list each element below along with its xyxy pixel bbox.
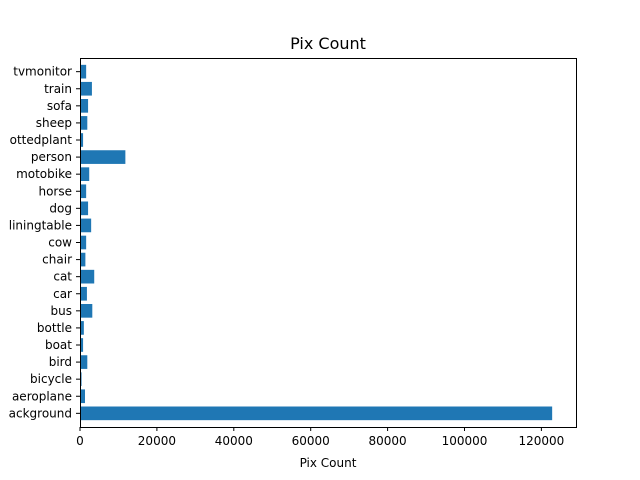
y-tick-label-train: train [44,82,72,96]
y-tick-label-diningtable: liningtable [9,218,72,232]
y-tick-label-bird: bird [49,355,72,369]
bars-group [80,64,553,421]
bar-bird [80,355,88,369]
y-tick-label-bicycle: bicycle [30,372,72,386]
x-tick-label-120000: 120000 [518,434,564,448]
chart-title: Pix Count [290,34,366,53]
x-tick-label-100000: 100000 [442,434,488,448]
bar-pottedplant [80,133,84,147]
y-tick-label-person: person [31,150,72,164]
bar-bottle [80,321,84,335]
y-tick-label-sheep: sheep [36,116,72,130]
y-tick-label-background: ackground [9,406,72,420]
x-tick-label-20000: 20000 [138,434,176,448]
x-tick-label-0: 0 [76,434,84,448]
y-tick-label-horse: horse [38,184,72,198]
bar-cat [80,269,95,284]
x-tick-label-60000: 60000 [292,434,330,448]
y-tick-label-sofa: sofa [47,99,72,113]
x-axis-label: Pix Count [300,456,357,470]
y-tick-label-motobike: motobike [16,167,72,181]
x-tick-label-80000: 80000 [369,434,407,448]
bar-tvmonitor [80,64,87,79]
bar-boat [80,338,84,352]
bar-background [80,406,553,421]
bar-sheep [80,116,88,130]
y-tick-label-dog: dog [49,201,72,215]
x-axis-ticks: 0 20000 40000 60000 80000 100000 120000 [76,427,564,448]
bar-dog [80,201,89,216]
bar-chair [80,252,86,267]
bar-sofa [80,99,89,113]
bar-train [80,81,92,96]
y-tick-label-bus: bus [51,304,72,318]
x-tick-label-40000: 40000 [215,434,253,448]
y-tick-label-boat: boat [45,338,72,352]
bar-car [80,286,87,301]
bar-aeroplane [80,389,85,404]
y-tick-label-cat: cat [53,270,72,284]
bar-diningtable [80,218,92,233]
y-tick-label-chair: chair [42,253,72,267]
y-tick-label-car: car [53,287,72,301]
bar-person [80,150,126,164]
y-tick-label-pottedplant: ottedplant [10,133,73,147]
plot-frame [80,58,577,428]
y-axis-ticks: ackground aeroplane bicycle bird boat bottle b… [9,65,80,420]
y-tick-label-tvmonitor: tvmonitor [13,65,72,79]
bar-bus [80,304,93,318]
y-tick-label-bottle: bottle [37,321,72,335]
y-tick-label-cow: cow [48,236,72,250]
bar-cow [80,235,87,250]
bar-motobike [80,167,90,181]
bar-horse [80,184,87,199]
y-tick-label-aeroplane: aeroplane [12,389,72,403]
